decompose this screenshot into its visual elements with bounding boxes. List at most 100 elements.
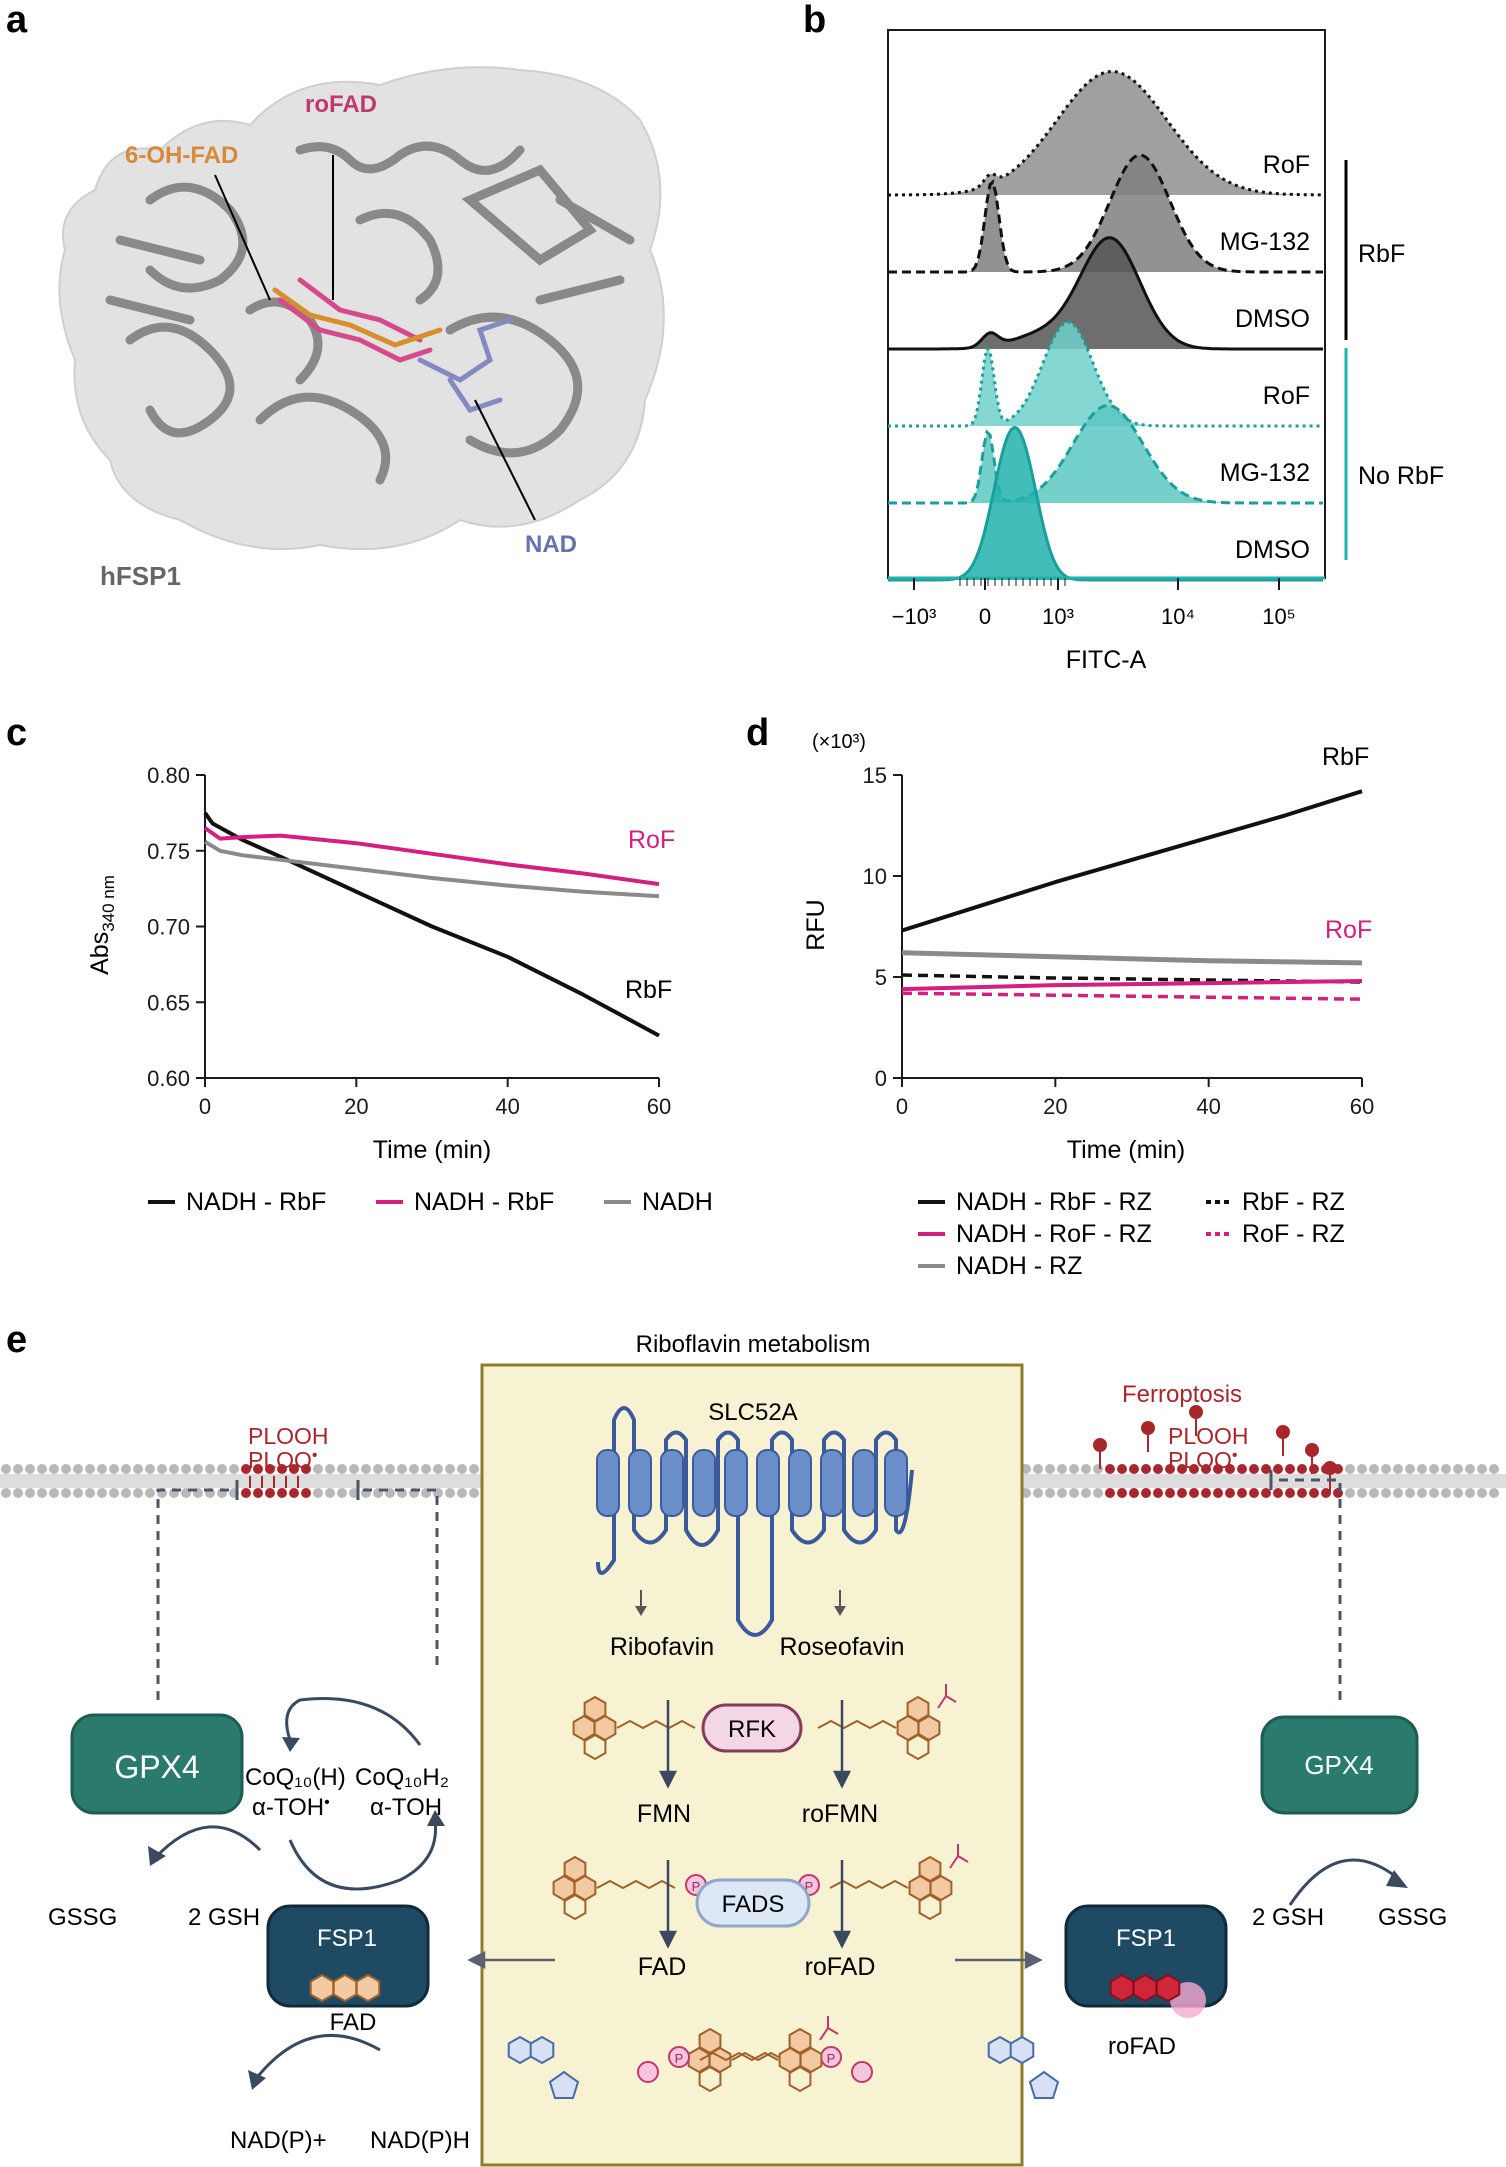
group-label-rbf: RbF <box>1358 240 1405 268</box>
protein-label: hFSP1 <box>100 561 181 591</box>
histogram-fill-6 <box>888 427 1325 580</box>
lipid-head-top <box>1309 1464 1319 1474</box>
lipid-head-bottom <box>301 1488 311 1498</box>
fsp1-left-label: FSP1 <box>317 1925 377 1952</box>
lipid-head-bottom <box>277 1488 287 1498</box>
transporter-helix-1 <box>596 1449 620 1517</box>
fsp1-bound-fad-glyph <box>309 1973 381 2003</box>
lipid-head-top <box>337 1464 347 1474</box>
lipid-head-bottom <box>1429 1488 1439 1498</box>
ploo-right: PLOO• <box>1168 1447 1238 1473</box>
atoh-left-text: α-TOH <box>252 1794 324 1821</box>
transporter-helix-7 <box>788 1449 812 1517</box>
legend-d-text-3: NADH - RoF - RZ <box>956 1220 1152 1248</box>
phosphate-extra <box>851 2061 873 2083</box>
lipid-head-bottom <box>1369 1488 1379 1498</box>
lipid-head-top <box>1453 1464 1463 1474</box>
legend-d-text-1: NADH - RbF - RZ <box>956 1188 1152 1216</box>
lipid-head-top <box>145 1464 155 1474</box>
rofad-bound-label: roFAD <box>1108 2033 1176 2060</box>
panel-c-y-label-sub: 340 nm <box>99 875 118 932</box>
lipid-head-bottom <box>241 1488 251 1498</box>
lipid-head-top <box>1201 1464 1211 1474</box>
lipid-head-bottom <box>457 1488 467 1498</box>
gsh-cycle-arc <box>153 1825 262 1860</box>
lipid-head-top <box>1429 1464 1439 1474</box>
lipid-head-top <box>1069 1464 1079 1474</box>
lipid-head-bottom <box>265 1488 275 1498</box>
lipid-head-bottom <box>133 1488 143 1498</box>
histogram-fill-3 <box>888 237 1325 349</box>
lipid-head-top <box>1249 1464 1259 1474</box>
bound-fad-ring <box>332 1973 358 2003</box>
atoh-left: α-TOH• <box>252 1794 330 1821</box>
panel-c-y-tick-label: 0.75 <box>147 839 190 864</box>
lipid-head-bottom <box>445 1488 455 1498</box>
panel-d-x-tick-label: 20 <box>1043 1094 1067 1119</box>
lipid-head-top <box>457 1464 467 1474</box>
metabolism-title: Riboflavin metabolism <box>636 1331 871 1358</box>
histogram-x-label: FITC-A <box>1066 646 1147 674</box>
nadp-label: NAD(P)+ <box>230 2127 327 2154</box>
lipid-head-bottom <box>1237 1488 1247 1498</box>
lipid-head-bottom <box>1477 1488 1487 1498</box>
lipid-head-bottom <box>1453 1488 1463 1498</box>
fads-enzyme <box>695 1878 811 1928</box>
lipid-head-bottom <box>97 1488 107 1498</box>
lipid-head-top <box>1129 1464 1139 1474</box>
lipid-head-bottom <box>13 1488 23 1498</box>
lipid-head-top <box>1105 1464 1115 1474</box>
lipid-head-top <box>1117 1464 1127 1474</box>
legend-c-text-2: NADH - RbF <box>414 1188 554 1216</box>
lipid-head-top <box>1189 1464 1199 1474</box>
lipid-head-top <box>289 1464 299 1474</box>
lipid-head-top <box>1261 1464 1271 1474</box>
ribityl-chain <box>616 1719 696 1730</box>
isoalloxazine-ring <box>906 1733 930 1761</box>
ploo-right-text: PLOO <box>1168 1447 1232 1473</box>
lipid-head-bottom <box>1381 1488 1391 1498</box>
lipid-head-top <box>229 1464 239 1474</box>
lipid-head-top <box>301 1464 311 1474</box>
gpx4-right-inhibition-line <box>1275 1478 1342 1700</box>
panel-c-y-tick-label: 0.70 <box>147 915 190 940</box>
lipid-head-top <box>1477 1464 1487 1474</box>
ohfad-leader <box>214 174 271 301</box>
lipid-head-top <box>445 1464 455 1474</box>
lipid-head-top <box>1393 1464 1403 1474</box>
floating-lipid-head <box>1141 1421 1155 1435</box>
bound-fad-ring <box>355 1973 381 2003</box>
panel-c-label: c <box>6 712 27 754</box>
lipid-head-top <box>1153 1464 1163 1474</box>
lipid-head-bottom <box>145 1488 155 1498</box>
isoalloxazine-ring <box>563 1893 587 1921</box>
fad-label: FAD <box>638 1953 687 1981</box>
fsp1-right-label: FSP1 <box>1116 1925 1176 1952</box>
ploo-left: PLOO• <box>248 1447 318 1473</box>
atoh-right: α-TOH <box>370 1794 442 1821</box>
panel-d-y-tick-label: 5 <box>875 965 887 990</box>
arrowhead-rofad-fsp1 <box>1024 1950 1043 1970</box>
transporter-helix-3 <box>660 1449 684 1517</box>
lipid-head-top <box>133 1464 143 1474</box>
lipid-head-bottom <box>1069 1488 1079 1498</box>
lipid-head-top <box>97 1464 107 1474</box>
rfk-label: RFK <box>728 1716 776 1743</box>
panel-c: c 0 20 40 600.600.650.700.750.80 Abs340 nm … <box>6 712 713 1216</box>
lipid-head-top <box>1057 1464 1067 1474</box>
ribofavin-arrowhead <box>635 1606 647 1616</box>
panel-d-x-tick-label: 60 <box>1350 1094 1374 1119</box>
lipid-head-bottom <box>1345 1488 1355 1498</box>
isoalloxazine-ring <box>698 2065 722 2093</box>
lipid-head-bottom <box>109 1488 119 1498</box>
lipid-head-bottom <box>121 1488 131 1498</box>
ribose-ring <box>548 2070 580 2099</box>
phosphate-label: P <box>805 1879 814 1894</box>
isoalloxazine-ring <box>906 1695 930 1723</box>
lipid-head-top <box>373 1464 383 1474</box>
lipid-head-top <box>361 1464 371 1474</box>
bound-fad-ring <box>309 1973 335 2003</box>
phosphate-extra <box>637 2061 659 2083</box>
lipid-head-top <box>277 1464 287 1474</box>
lipid-head-bottom <box>1441 1488 1451 1498</box>
